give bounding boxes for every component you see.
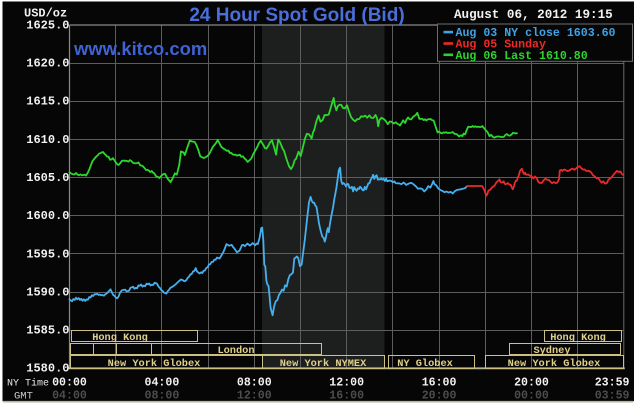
svg-text:08:00: 08:00 <box>237 377 272 390</box>
svg-text:1625.0: 1625.0 <box>26 18 69 32</box>
svg-text:Sydney: Sydney <box>533 345 570 357</box>
svg-text:1605.0: 1605.0 <box>26 171 69 185</box>
svg-text:Hong Kong: Hong Kong <box>550 332 606 344</box>
svg-text:03:59: 03:59 <box>595 390 630 403</box>
svg-text:NY Globex: NY Globex <box>397 358 453 370</box>
svg-text:1620.0: 1620.0 <box>26 57 69 71</box>
svg-text:24 Hour Spot Gold (Bid): 24 Hour Spot Gold (Bid) <box>189 5 404 26</box>
svg-text:1595.0: 1595.0 <box>26 247 69 261</box>
svg-text:GMT: GMT <box>14 391 33 403</box>
svg-text:1590.0: 1590.0 <box>26 285 69 299</box>
svg-text:16:00: 16:00 <box>329 390 364 403</box>
svg-text:August 06, 2012 19:15: August 06, 2012 19:15 <box>454 8 613 22</box>
svg-text:Aug 03 NY close 1603.60: Aug 03 NY close 1603.60 <box>456 27 616 40</box>
svg-text:12:00: 12:00 <box>329 377 364 390</box>
svg-text:Aug 05 Sunday: Aug 05 Sunday <box>456 39 546 52</box>
svg-text:23:59: 23:59 <box>595 377 630 390</box>
svg-text:New York Globex: New York Globex <box>108 358 201 370</box>
svg-text:16:00: 16:00 <box>422 377 457 390</box>
svg-text:London: London <box>217 345 254 357</box>
svg-text:New York Globex: New York Globex <box>508 358 601 370</box>
svg-text:00:00: 00:00 <box>52 377 87 390</box>
svg-text:1580.0: 1580.0 <box>26 362 69 376</box>
svg-text:New York NYMEX: New York NYMEX <box>280 358 367 370</box>
svg-text:20:00: 20:00 <box>422 390 457 403</box>
svg-text:USD/oz: USD/oz <box>24 7 67 21</box>
svg-text:00:00: 00:00 <box>514 390 549 403</box>
svg-text:Aug 06 Last 1610.80: Aug 06 Last 1610.80 <box>456 50 588 63</box>
svg-text:12:00: 12:00 <box>237 390 272 403</box>
svg-text:04:00: 04:00 <box>145 377 180 390</box>
svg-text:NY Time: NY Time <box>7 377 49 389</box>
svg-text:04:00: 04:00 <box>52 390 87 403</box>
svg-text:Hong Kong: Hong Kong <box>92 332 148 344</box>
svg-text:www.kitco.com: www.kitco.com <box>73 38 207 59</box>
svg-text:08:00: 08:00 <box>145 390 180 403</box>
svg-text:1585.0: 1585.0 <box>26 324 69 338</box>
svg-text:1610.0: 1610.0 <box>26 133 69 147</box>
svg-text:1615.0: 1615.0 <box>26 95 69 109</box>
svg-text:1600.0: 1600.0 <box>26 209 69 223</box>
svg-text:20:00: 20:00 <box>514 377 549 390</box>
